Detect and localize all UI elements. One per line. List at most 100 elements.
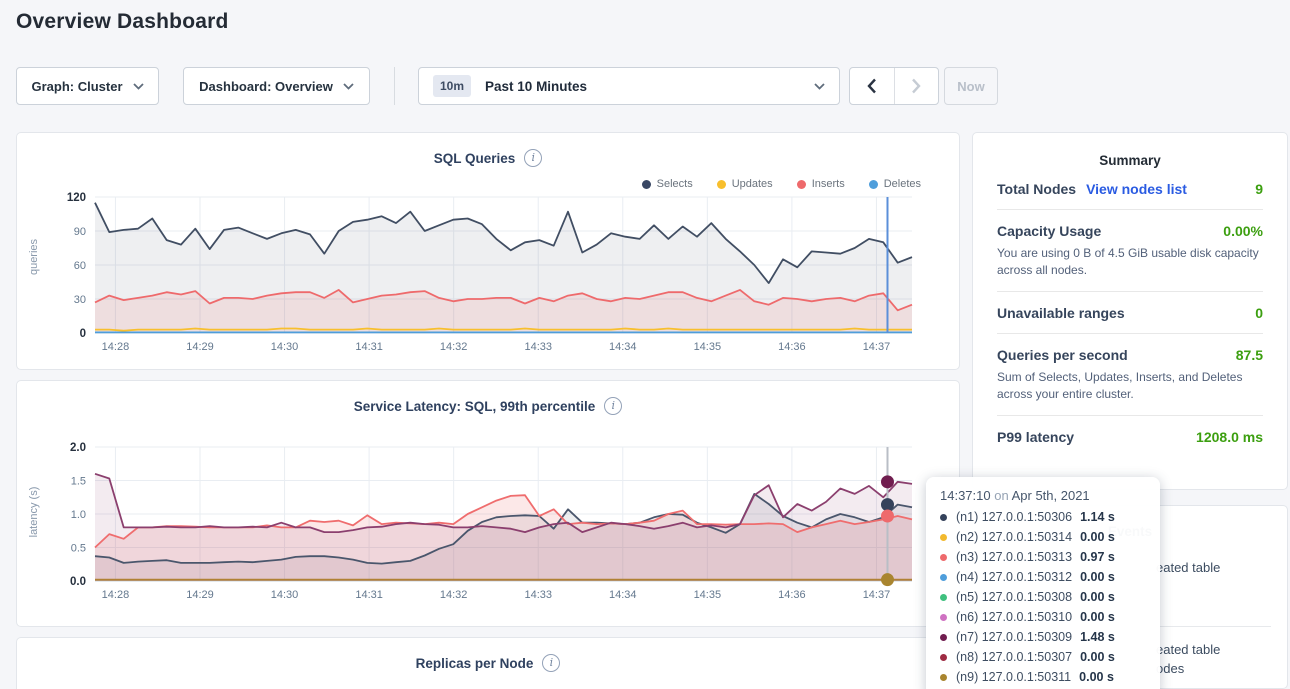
node-latency-value: 0.00 s — [1080, 530, 1115, 544]
svg-text:14:31: 14:31 — [355, 589, 383, 601]
chevron-down-icon — [343, 83, 354, 90]
summary-value: 0 — [1255, 305, 1263, 321]
service-latency-chart[interactable]: 0.00.51.01.52.014:2814:2914:3014:3114:32… — [27, 441, 947, 613]
chart-title-row: Replicas per Node i — [17, 654, 959, 672]
legend-item-updates[interactable]: Updates — [717, 178, 773, 190]
tooltip-node-row: (n6) 127.0.0.1:503100.00 s — [940, 608, 1146, 626]
svg-text:14:28: 14:28 — [102, 341, 130, 353]
info-icon[interactable]: i — [524, 149, 542, 167]
svg-text:14:34: 14:34 — [609, 589, 637, 601]
graph-dropdown[interactable]: Graph: Cluster — [16, 67, 159, 105]
tooltip-node-row: (n5) 127.0.0.1:503080.00 s — [940, 588, 1146, 606]
time-next-button[interactable] — [894, 68, 939, 104]
summary-row: P99 latency1208.0 ms — [997, 416, 1263, 457]
tooltip-date: Apr 5th, 2021 — [1012, 488, 1090, 503]
svg-text:14:31: 14:31 — [355, 341, 383, 353]
node-address: (n8) 127.0.0.1:50307 — [956, 650, 1072, 664]
tooltip-node-row: (n1) 127.0.0.1:50306 1.14 s — [940, 508, 1146, 526]
svg-text:0.0: 0.0 — [70, 576, 86, 588]
node-latency-value: 1.14 s — [1080, 510, 1115, 524]
tooltip-node-row: (n9) 127.0.0.1:503110.00 s — [940, 668, 1146, 686]
summary-value: 87.5 — [1236, 347, 1263, 363]
time-prev-button[interactable] — [850, 68, 894, 104]
toolbar: Graph: Cluster Dashboard: Overview 10m P… — [16, 67, 1276, 107]
node-color-dot — [940, 574, 947, 581]
tooltip-node-row: (n2) 127.0.0.1:503140.00 s — [940, 528, 1146, 546]
legend-label: Inserts — [812, 178, 845, 190]
node-address: (n7) 127.0.0.1:50309 — [956, 630, 1072, 644]
tooltip-node-row: (n4) 127.0.0.1:503120.00 s — [940, 568, 1146, 586]
svg-text:1.0: 1.0 — [71, 509, 86, 521]
event-text-fragment: eated table — [1156, 560, 1220, 575]
svg-text:14:29: 14:29 — [186, 341, 214, 353]
chart-title: Service Latency: SQL, 99th percentile — [354, 399, 596, 414]
node-address: (n6) 127.0.0.1:50310 — [956, 610, 1072, 624]
svg-text:14:30: 14:30 — [271, 589, 299, 601]
tooltip-node-row: (n8) 127.0.0.1:503070.00 s — [940, 648, 1146, 666]
svg-text:60: 60 — [74, 260, 86, 272]
time-pager — [849, 67, 939, 105]
svg-text:14:37: 14:37 — [863, 589, 891, 601]
chart-hover-tooltip: 14:37:10 on Apr 5th, 2021 (n1) 127.0.0.1… — [926, 477, 1160, 689]
svg-text:14:29: 14:29 — [186, 589, 214, 601]
event-text-fragment: odes — [1156, 661, 1184, 676]
legend-item-selects[interactable]: Selects — [642, 178, 693, 190]
legend-label: Updates — [732, 178, 773, 190]
node-color-dot — [940, 674, 947, 681]
summary-label: Unavailable ranges — [997, 305, 1125, 321]
summary-row: Unavailable ranges 0 — [997, 292, 1263, 334]
now-button[interactable]: Now — [944, 67, 998, 105]
tooltip-time: 14:37:10 — [940, 488, 991, 503]
sql-queries-chart[interactable]: 030609012014:2814:2914:3014:3114:3214:33… — [27, 191, 947, 363]
chart-legend: Selects Updates Inserts Deletes — [642, 178, 921, 190]
dashboard-dropdown-label: Dashboard: Overview — [199, 79, 333, 94]
svg-text:14:30: 14:30 — [271, 341, 299, 353]
svg-text:14:36: 14:36 — [778, 341, 806, 353]
node-color-dot — [940, 534, 947, 541]
time-range-dropdown[interactable]: 10m Past 10 Minutes — [418, 67, 840, 105]
svg-text:14:36: 14:36 — [778, 589, 806, 601]
dashboard-dropdown[interactable]: Dashboard: Overview — [183, 67, 370, 105]
legend-item-inserts[interactable]: Inserts — [797, 178, 845, 190]
legend-dot — [717, 180, 726, 189]
summary-row: Queries per second87.5Sum of Selects, Up… — [997, 334, 1263, 416]
node-color-dot — [940, 634, 947, 641]
node-address: (n4) 127.0.0.1:50312 — [956, 570, 1072, 584]
summary-title: Summary — [997, 153, 1263, 168]
time-range-badge: 10m — [433, 75, 471, 97]
sql-queries-panel: SQL Queries i SelectsUpdatesInsertsDelet… — [16, 132, 960, 370]
legend-dot — [797, 180, 806, 189]
summary-label: Total Nodes — [997, 181, 1076, 197]
node-color-dot — [940, 654, 947, 661]
page-title: Overview Dashboard — [16, 10, 229, 34]
node-latency-value: 1.48 s — [1080, 630, 1115, 644]
node-color-dot — [940, 514, 947, 521]
node-color-dot — [940, 614, 947, 621]
summary-row: Capacity Usage 0.00% You are using 0 B of … — [997, 210, 1263, 292]
summary-value: 0.00% — [1223, 223, 1263, 239]
tooltip-rows: (n1) 127.0.0.1:50306 1.14 s (n2) 127.0.0.1… — [940, 508, 1146, 686]
svg-text:1.5: 1.5 — [71, 476, 86, 488]
node-color-dot — [940, 554, 947, 561]
summary-description: You are using 0 B of 4.5 GiB usable disk… — [997, 245, 1263, 279]
info-icon[interactable]: i — [604, 397, 622, 415]
chevron-left-icon — [867, 78, 877, 94]
chevron-down-icon — [133, 83, 144, 90]
summary-label: Capacity Usage — [997, 223, 1101, 239]
svg-text:90: 90 — [74, 226, 86, 238]
node-latency-value: 0.97 s — [1080, 550, 1115, 564]
view-nodes-list-link[interactable]: View nodes list — [1086, 181, 1187, 197]
svg-text:14:34: 14:34 — [609, 341, 637, 353]
node-latency-value: 0.00 s — [1080, 590, 1115, 604]
event-text-fragment: eated table — [1156, 642, 1220, 657]
replicas-per-node-panel: Replicas per Node i — [16, 637, 960, 689]
info-icon[interactable]: i — [542, 654, 560, 672]
node-address: (n1) 127.0.0.1:50306 — [956, 510, 1072, 524]
chevron-right-icon — [911, 78, 921, 94]
svg-text:14:32: 14:32 — [440, 589, 468, 601]
legend-item-deletes[interactable]: Deletes — [869, 178, 921, 190]
svg-text:120: 120 — [67, 192, 86, 204]
tooltip-timestamp: 14:37:10 on Apr 5th, 2021 — [940, 488, 1146, 503]
node-latency-value: 0.00 s — [1079, 670, 1114, 684]
svg-text:14:35: 14:35 — [694, 341, 722, 353]
